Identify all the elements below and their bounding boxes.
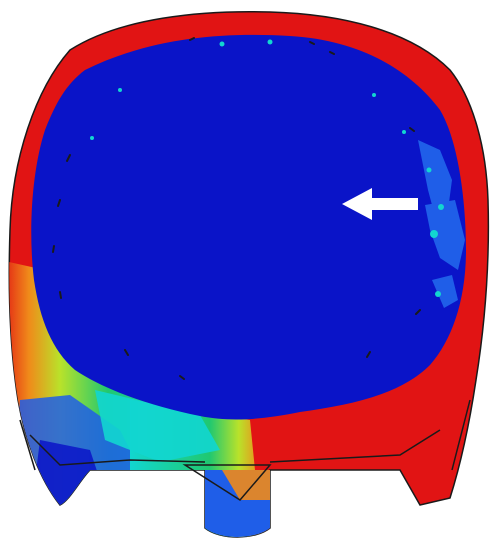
- right-wall-speckles: [418, 140, 465, 308]
- lower-stem-hot-spot: [222, 470, 270, 500]
- interior-low-stress-region: [31, 34, 467, 420]
- lower-middle-cyan-region: [95, 390, 220, 462]
- arrow-annotation: [342, 188, 418, 220]
- base-outline: [19, 399, 471, 501]
- suture-marks: [52, 37, 421, 380]
- right-wall-cyan-dots: [426, 167, 444, 297]
- top-suture-dots: [90, 39, 406, 140]
